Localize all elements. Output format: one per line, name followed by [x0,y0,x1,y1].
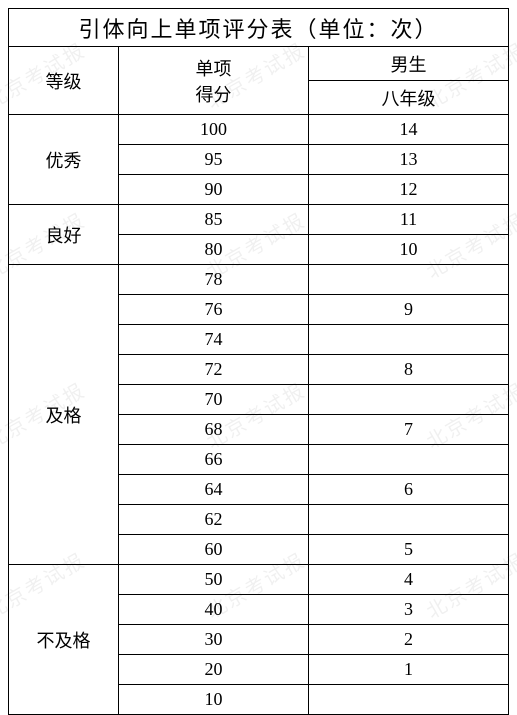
score-cell: 74 [119,325,309,355]
score-cell: 62 [119,505,309,535]
value-cell: 8 [309,355,509,385]
header-gender: 男生 [309,47,509,81]
value-cell: 4 [309,565,509,595]
header-year: 八年级 [309,81,509,115]
grade-label: 良好 [9,205,119,265]
value-cell: 9 [309,295,509,325]
header-score: 单项 得分 [119,47,309,115]
value-cell [309,445,509,475]
value-cell: 6 [309,475,509,505]
score-cell: 20 [119,655,309,685]
value-cell: 10 [309,235,509,265]
value-cell: 2 [309,625,509,655]
table-title: 引体向上单项评分表（单位：次） [9,9,509,47]
score-cell: 80 [119,235,309,265]
score-cell: 30 [119,625,309,655]
value-cell: 12 [309,175,509,205]
value-cell [309,325,509,355]
table-row: 良好8511 [9,205,509,235]
score-cell: 72 [119,355,309,385]
grade-label: 及格 [9,265,119,565]
value-cell: 3 [309,595,509,625]
value-cell [309,385,509,415]
score-cell: 95 [119,145,309,175]
score-cell: 68 [119,415,309,445]
header-row-1: 等级 单项 得分 男生 [9,47,509,81]
value-cell: 13 [309,145,509,175]
header-score-l1: 单项 [196,59,232,79]
value-cell [309,505,509,535]
table-row: 不及格504 [9,565,509,595]
table-row: 优秀10014 [9,115,509,145]
header-score-l2: 得分 [196,85,232,105]
score-cell: 50 [119,565,309,595]
score-cell: 90 [119,175,309,205]
score-cell: 78 [119,265,309,295]
value-cell [309,685,509,715]
value-cell: 14 [309,115,509,145]
score-cell: 76 [119,295,309,325]
grade-label: 优秀 [9,115,119,205]
score-cell: 64 [119,475,309,505]
value-cell: 7 [309,415,509,445]
score-cell: 40 [119,595,309,625]
score-cell: 66 [119,445,309,475]
grade-label: 不及格 [9,565,119,715]
value-cell: 5 [309,535,509,565]
table-row: 及格78 [9,265,509,295]
score-cell: 70 [119,385,309,415]
value-cell: 1 [309,655,509,685]
score-cell: 10 [119,685,309,715]
value-cell [309,265,509,295]
table-title-row: 引体向上单项评分表（单位：次） [9,9,509,47]
score-cell: 85 [119,205,309,235]
header-grade: 等级 [9,47,119,115]
score-cell: 100 [119,115,309,145]
value-cell: 11 [309,205,509,235]
score-table: 引体向上单项评分表（单位：次） 等级 单项 得分 男生 八年级 优秀100149… [8,8,509,715]
score-cell: 60 [119,535,309,565]
